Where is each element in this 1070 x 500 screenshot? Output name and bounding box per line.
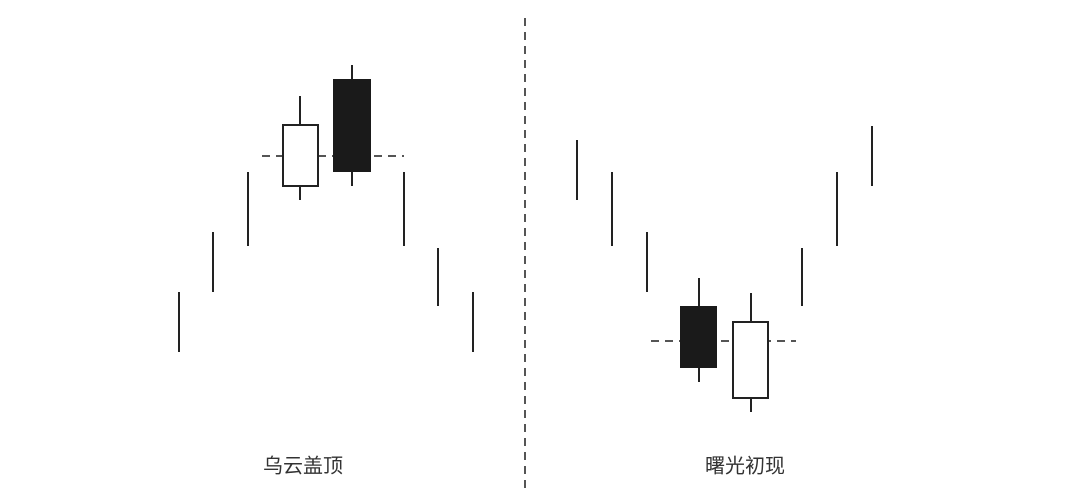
right-panel: 曙光初现	[576, 126, 873, 478]
white-candle	[732, 321, 769, 399]
pattern-label: 曙光初现	[705, 454, 785, 478]
black-candle	[680, 306, 717, 368]
pattern-label: 乌云盖顶	[263, 454, 343, 478]
black-candle	[333, 79, 371, 172]
left-panel: 乌云盖顶	[178, 65, 474, 478]
white-candle	[282, 124, 319, 187]
